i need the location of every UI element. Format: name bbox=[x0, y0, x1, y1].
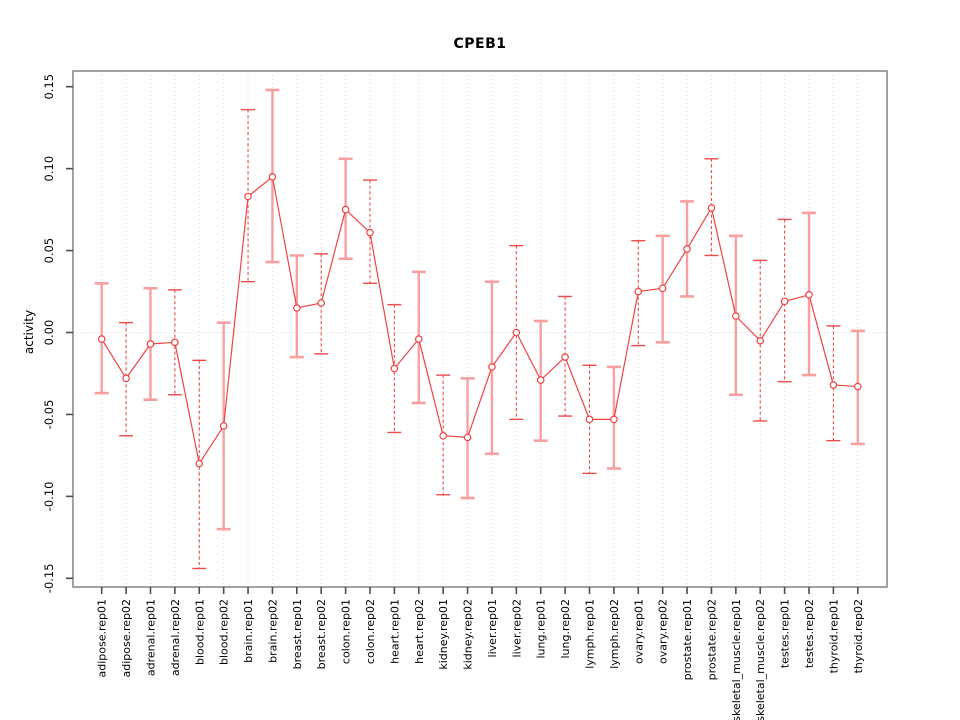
data-point-marker bbox=[366, 228, 374, 237]
x-tick-label: colon.rep02 bbox=[364, 599, 377, 664]
x-tick-label: thyroid.rep01 bbox=[827, 599, 840, 673]
x-tick-label: adipose.rep02 bbox=[120, 599, 133, 678]
x-tick-label: lung.rep01 bbox=[535, 599, 548, 659]
data-point-marker bbox=[293, 304, 301, 312]
y-tick-label: -0.10 bbox=[42, 481, 56, 511]
data-point-marker bbox=[585, 415, 594, 424]
x-tick-label: prostate.rep02 bbox=[705, 599, 718, 680]
y-tick-label: 0.05 bbox=[42, 238, 56, 264]
x-tick-label: breast.rep02 bbox=[315, 599, 328, 669]
y-tick-label: 0.15 bbox=[42, 74, 56, 100]
data-point-marker bbox=[219, 422, 228, 430]
y-tick-label: -0.05 bbox=[42, 400, 56, 430]
x-tick-label: lung.rep02 bbox=[559, 599, 572, 659]
data-point-marker bbox=[634, 287, 643, 296]
data-point-marker bbox=[97, 335, 106, 343]
x-tick-label: skeletal_muscle.rep01 bbox=[730, 599, 743, 720]
y-tick-label: 0.00 bbox=[42, 320, 56, 346]
x-tick-label: adrenal.rep01 bbox=[144, 599, 157, 676]
data-point-marker bbox=[610, 415, 618, 424]
data-point-marker bbox=[488, 363, 496, 371]
data-point-marker bbox=[463, 433, 472, 442]
x-tick-label: ovary.rep01 bbox=[632, 599, 645, 664]
x-tick-label: heart.rep01 bbox=[388, 599, 401, 664]
data-point-marker bbox=[439, 431, 447, 440]
x-tick-label: breast.rep01 bbox=[291, 599, 304, 669]
data-point-marker bbox=[683, 245, 691, 253]
x-tick-label: lymph.rep02 bbox=[608, 599, 621, 669]
data-point-marker bbox=[171, 338, 179, 347]
x-tick-label: ovary.rep02 bbox=[657, 599, 670, 664]
data-point-marker bbox=[317, 299, 326, 307]
x-tick-label: brain.rep02 bbox=[266, 599, 279, 663]
data-point-marker bbox=[658, 284, 667, 293]
x-tick-label: adrenal.rep02 bbox=[169, 599, 182, 676]
x-tick-label: kidney.rep01 bbox=[437, 599, 450, 670]
data-point-marker bbox=[390, 364, 399, 373]
x-tick-label: heart.rep02 bbox=[413, 599, 426, 664]
data-point-marker bbox=[829, 381, 838, 389]
y-axis-label: activity bbox=[22, 309, 36, 355]
x-tick-label: adipose.rep01 bbox=[96, 599, 109, 678]
x-tick-label: blood.rep01 bbox=[193, 599, 206, 665]
y-tick-label: -0.15 bbox=[42, 563, 56, 593]
x-tick-label: liver.rep01 bbox=[486, 599, 499, 657]
x-tick-label: kidney.rep02 bbox=[462, 599, 475, 670]
x-tick-label: prostate.rep01 bbox=[681, 599, 694, 680]
plot-border bbox=[72, 70, 888, 588]
x-tick-label: blood.rep02 bbox=[218, 599, 231, 665]
data-point-marker bbox=[341, 205, 350, 214]
data-point-marker bbox=[707, 204, 716, 212]
data-point-marker bbox=[805, 291, 813, 299]
x-tick-label: brain.rep01 bbox=[242, 599, 255, 663]
data-point-marker bbox=[244, 192, 252, 201]
series-line bbox=[101, 175, 858, 466]
data-point-marker bbox=[146, 340, 155, 348]
x-tick-label: testes.rep02 bbox=[803, 599, 816, 668]
data-point-marker bbox=[756, 336, 765, 345]
x-tick-label: skeletal_muscle.rep02 bbox=[754, 599, 767, 720]
data-point-marker bbox=[122, 374, 130, 383]
data-point-marker bbox=[512, 328, 521, 337]
x-tick-label: thyroid.rep02 bbox=[852, 599, 865, 673]
y-tick-label: 0.10 bbox=[42, 156, 56, 182]
data-point-marker bbox=[268, 173, 277, 181]
data-point-marker bbox=[780, 297, 789, 306]
x-tick-label: testes.rep01 bbox=[779, 599, 792, 668]
data-point-marker bbox=[536, 376, 545, 384]
data-point-marker bbox=[561, 353, 569, 361]
data-point-marker bbox=[414, 335, 423, 343]
data-point-marker bbox=[853, 382, 862, 391]
x-tick-label: colon.rep01 bbox=[340, 599, 353, 664]
data-point-marker bbox=[732, 312, 740, 320]
x-tick-label: lymph.rep01 bbox=[584, 599, 597, 669]
chart-title: CPEB1 bbox=[453, 36, 507, 52]
data-point-marker bbox=[195, 459, 204, 468]
x-tick-label: liver.rep02 bbox=[510, 599, 523, 657]
